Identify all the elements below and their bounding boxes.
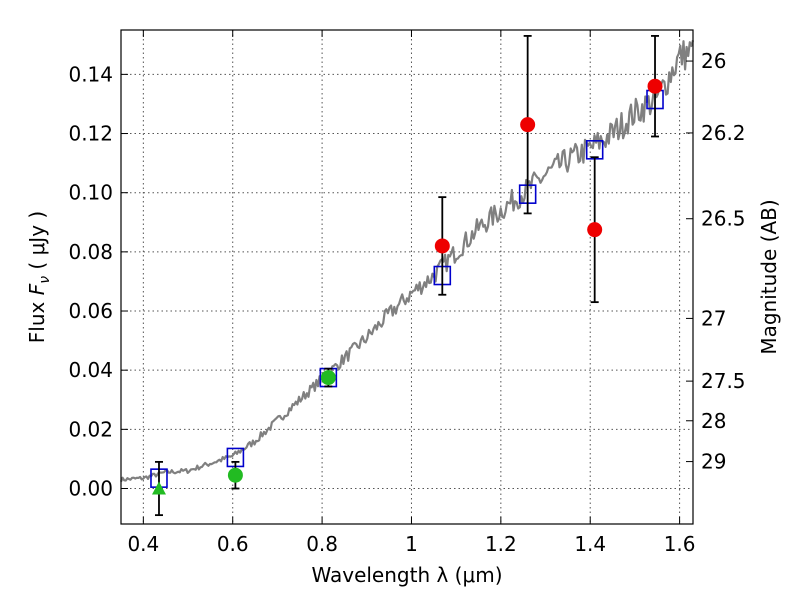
grid-layer — [121, 30, 693, 524]
y2-tick-label: 28 — [701, 409, 726, 433]
x-tick-label: 1.2 — [485, 532, 517, 556]
data-layer — [119, 35, 695, 517]
x-tick-label: 1.6 — [664, 532, 696, 556]
y2-tick-label: 27.5 — [701, 369, 746, 393]
y2-tick-label: 26 — [701, 49, 726, 73]
plot-background — [121, 30, 693, 524]
y-tick-label: 0.12 — [68, 122, 113, 146]
y2-tick-label: 26.5 — [701, 207, 746, 231]
y-tick-label: 0.06 — [68, 299, 113, 323]
y-tick-label: 0.00 — [68, 477, 113, 501]
x-axis-title: Wavelength λ (μm) — [311, 563, 502, 587]
y-tick-label: 0.14 — [68, 62, 113, 86]
upper-limit-triangle-marker — [151, 481, 166, 495]
plot-frame — [120, 29, 694, 525]
x-tick-label: 0.6 — [217, 532, 249, 556]
x-tick-label: 0.4 — [127, 532, 159, 556]
spectrum-line — [119, 40, 695, 483]
y-tick-label: 0.08 — [68, 240, 113, 264]
optical-photometry-marker — [227, 467, 243, 483]
tick-layer: 0.4 0.6 0.8 1 1.2 1.4 1.6 0.00 0.02 0.04 0.06 0.08 0… — [68, 30, 746, 556]
x-tick-label: 0.8 — [306, 532, 338, 556]
nir-photometry-marker — [587, 222, 603, 238]
y-axis-title: Flux Fν ( μJy ) — [25, 211, 53, 343]
y2-tick-label: 27 — [701, 306, 726, 330]
x-tick-label: 1 — [405, 532, 418, 556]
y-tick-label: 0.02 — [68, 417, 113, 441]
nir-photometry-marker — [647, 78, 663, 94]
y-tick-label: 0.04 — [68, 358, 113, 382]
nir-photometry-marker — [520, 117, 536, 133]
y2-tick-label: 29 — [701, 450, 726, 474]
nir-photometry-marker — [434, 238, 450, 254]
y-tick-label: 0.10 — [68, 181, 113, 205]
x-tick-label: 1.4 — [574, 532, 606, 556]
optical-photometry-marker — [320, 370, 336, 386]
y2-axis-title: Magnitude (AB) — [757, 199, 781, 354]
y2-tick-label: 26.2 — [701, 121, 746, 145]
